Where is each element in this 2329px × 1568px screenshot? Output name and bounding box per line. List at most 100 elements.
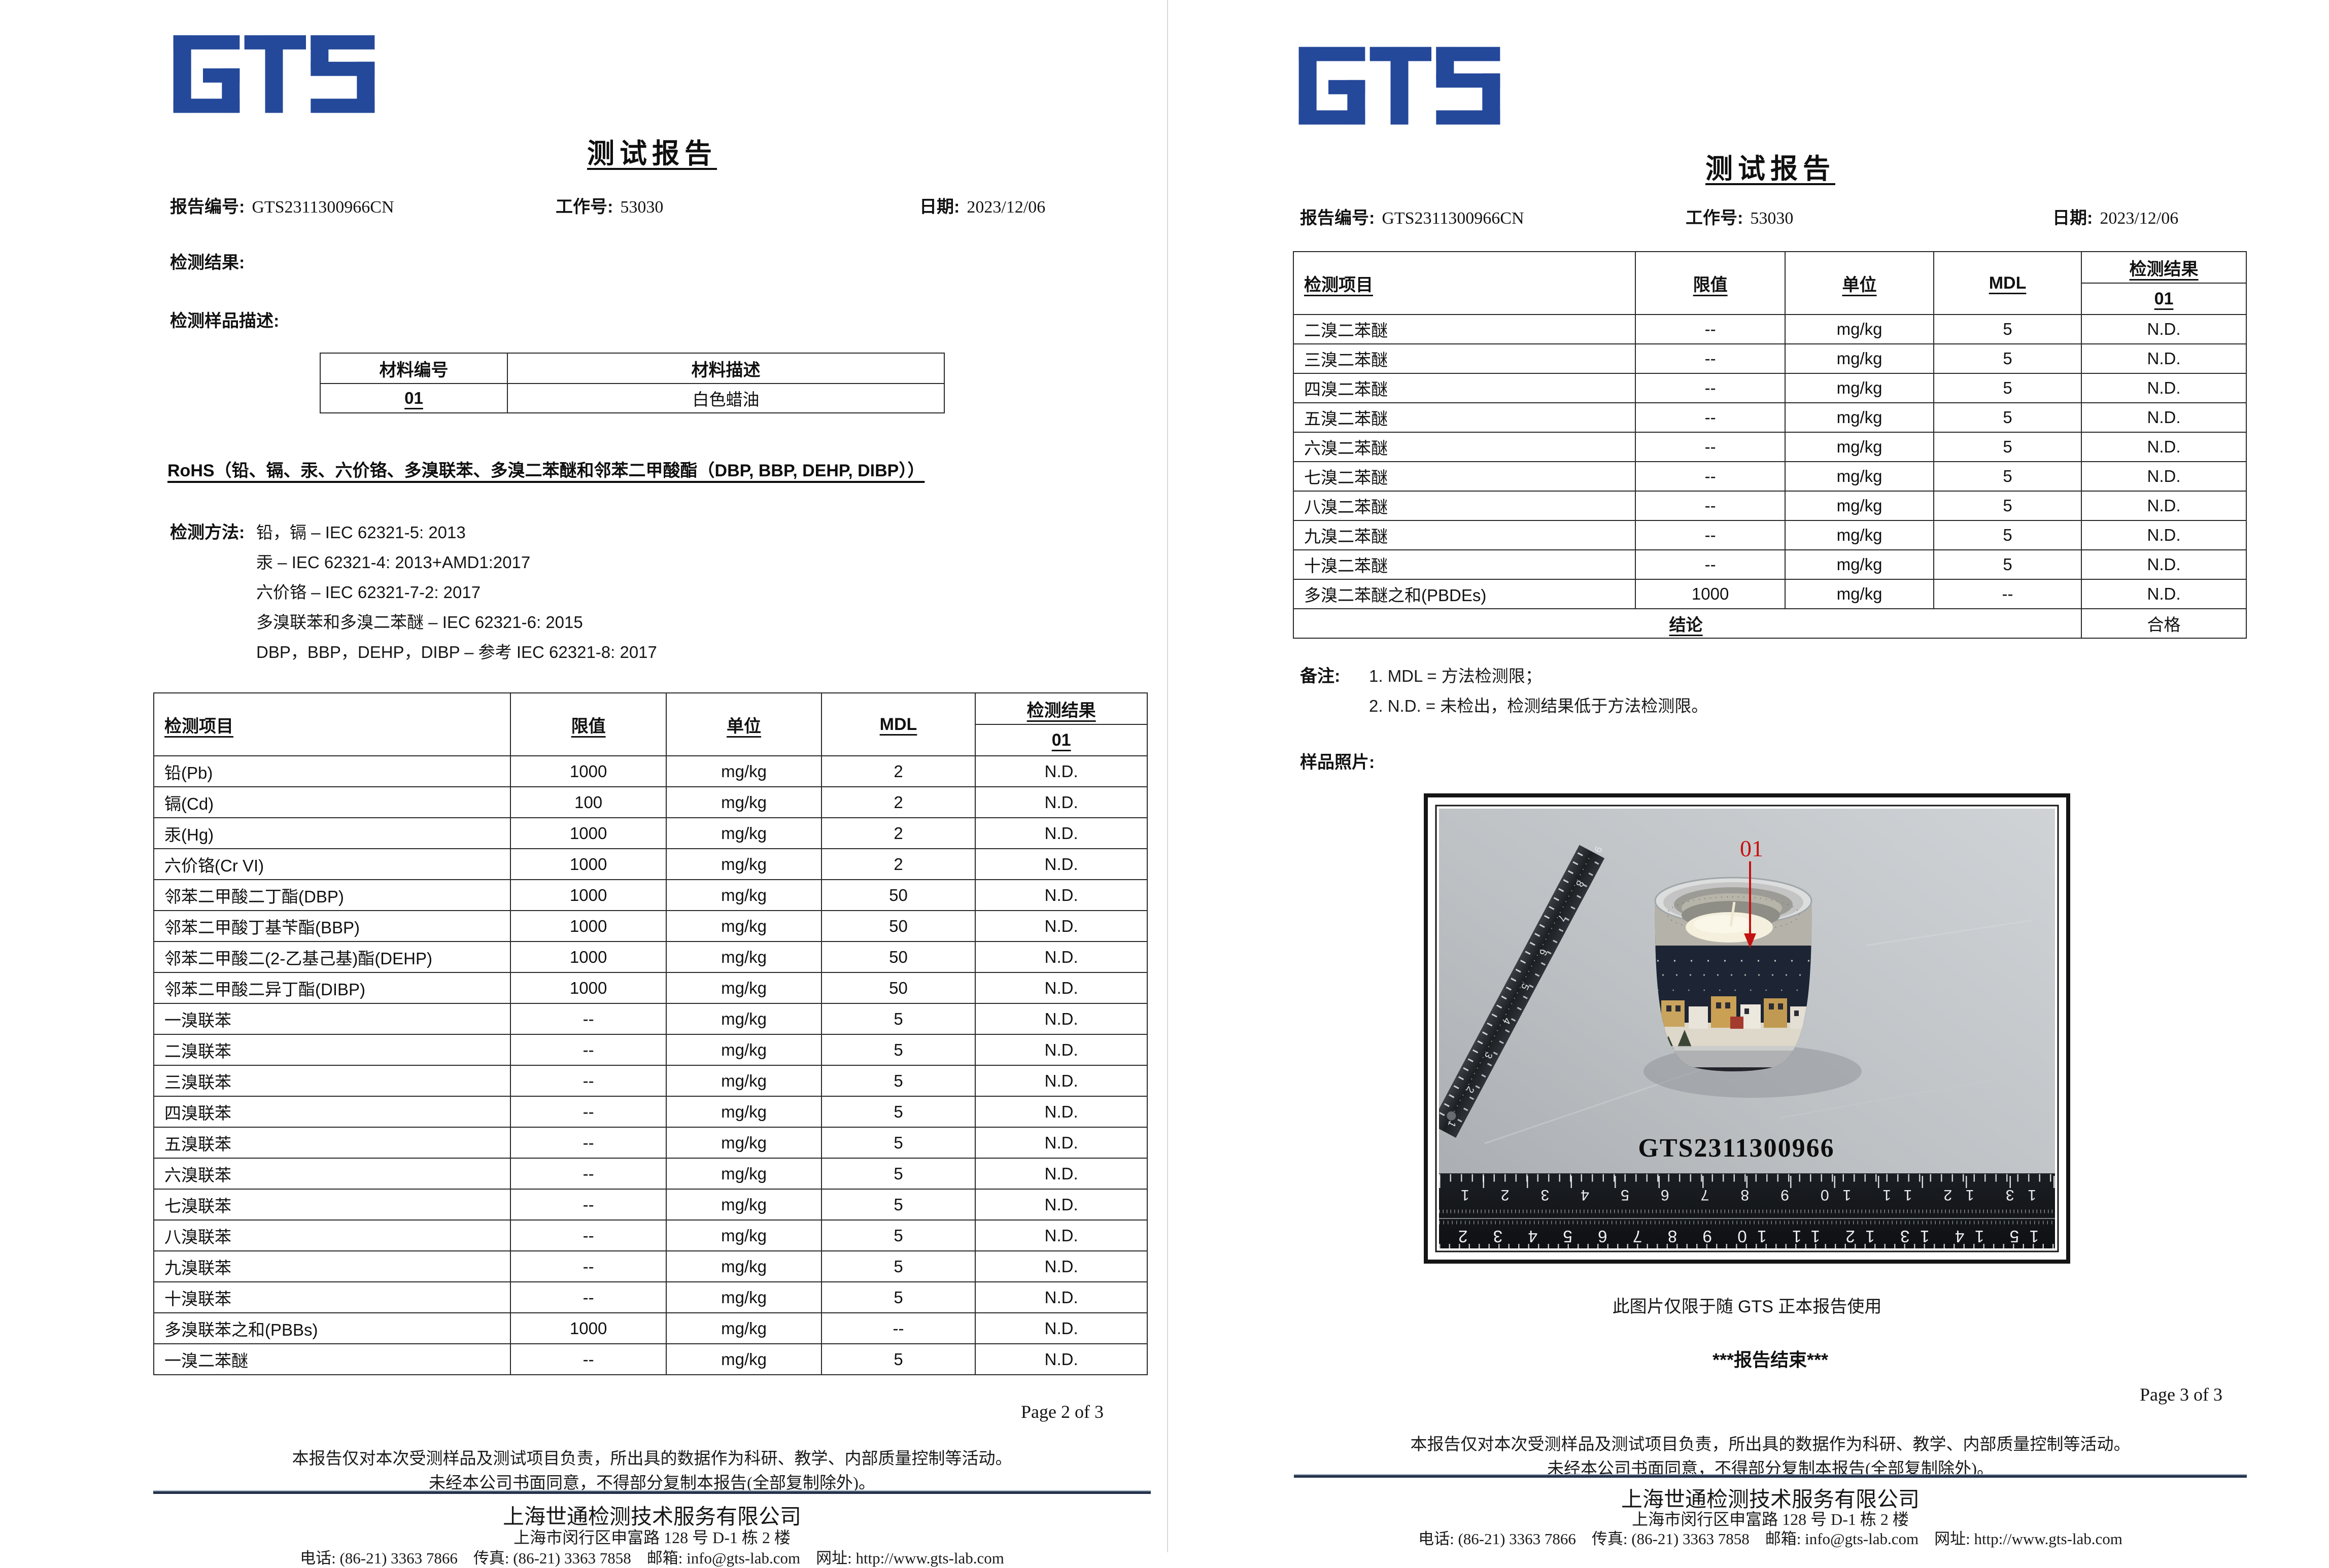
photo-marker-label: 01 [1740, 835, 1763, 861]
date-value: 2023/12/06 [2100, 209, 2179, 228]
material-table: 材料编号 材料描述 01 白色蜡油 [320, 353, 945, 413]
report-end-line: ***报告结束*** [1712, 1349, 1829, 1370]
table-row: 八溴联苯 -- mg/kg 5 N.D. [153, 1219, 1148, 1251]
col-result: 检测结果 [2081, 251, 2247, 284]
conclusion-row: 结论 合格 [1292, 608, 2247, 639]
company-contact: 电话: (86-21) 3363 7866 传真: (86-21) 3363 7… [300, 1549, 1004, 1567]
rohs-heading: RoHS（铅、镉、汞、六价铬、多溴联苯、多溴二苯醚和邻苯二甲酸酯（DBP, BB… [167, 461, 925, 480]
job-no-group: 工作号: 53030 [1686, 204, 1793, 229]
table-row: 七溴联苯 -- mg/kg 5 N.D. [153, 1189, 1148, 1221]
col-limit: 限值 [1635, 251, 1786, 315]
table-row: 四溴二苯醚 -- mg/kg 5 N.D. [1292, 373, 2247, 403]
footer-disclaimer-2: 未经本公司书面同意，不得部分复制本报告(全部复制除外)。 [429, 1474, 875, 1492]
page-seam [1167, 0, 1168, 1552]
col-result-01: 01 [975, 724, 1148, 756]
job-no-group: 工作号: 53030 [556, 193, 663, 218]
job-no-value: 53030 [1750, 209, 1794, 228]
table-row: 九溴二苯醚 -- mg/kg 5 N.D. [1292, 520, 2247, 550]
table-row: 三溴联苯 -- mg/kg 5 N.D. [153, 1065, 1148, 1097]
footer-disclaimer-1: 本报告仅对本次受测样品及测试项目负责，所出具的数据作为科研、教学、内部质量控制等… [1410, 1436, 2131, 1454]
company-name: 上海世通检测技术服务有限公司 [1621, 1488, 1920, 1512]
table-row: 九溴联苯 -- mg/kg 5 N.D. [153, 1250, 1148, 1282]
report-no-label: 报告编号: [170, 197, 245, 217]
table-row: 邻苯二甲酸二异丁酯(DIBP) 1000 mg/kg 50 N.D. [153, 972, 1148, 1004]
date-group: 日期: 2023/12/06 [2052, 204, 2178, 229]
results-header-row: 检测项目 限值 单位 MDL 检测结果 [153, 692, 1148, 756]
job-no-label: 工作号: [1686, 208, 1743, 228]
note-line: 1. MDL = 方法检测限； [1369, 667, 1542, 685]
material-table-row: 01 白色蜡油 [320, 383, 945, 413]
conclusion-value: 合格 [2081, 608, 2247, 639]
table-row: 汞(Hg) 1000 mg/kg 2 N.D. [153, 817, 1148, 849]
footer-disclaimer-1: 本报告仅对本次受测样品及测试项目负责，所出具的数据作为科研、教学、内部质量控制等… [292, 1450, 1012, 1468]
table-row: 七溴二苯醚 -- mg/kg 5 N.D. [1292, 461, 2247, 492]
col-mdl: MDL [820, 692, 976, 756]
date-label: 日期: [919, 197, 960, 217]
table-row: 邻苯二甲酸丁基苄酯(BBP) 1000 mg/kg 50 N.D. [153, 910, 1148, 942]
col-unit: 单位 [1785, 251, 1934, 315]
company-name: 上海世通检测技术服务有限公司 [502, 1506, 801, 1529]
table-row: 二溴联苯 -- mg/kg 5 N.D. [153, 1034, 1148, 1066]
table-row: 二溴二苯醚 -- mg/kg 5 N.D. [1292, 314, 2247, 344]
notes-label: 备注: [1300, 667, 1341, 686]
report-no-label: 报告编号: [1300, 208, 1375, 228]
results-body-page3: 二溴二苯醚 -- mg/kg 5 N.D. 三溴二苯醚 -- mg/kg 5 N.D. 四溴二苯醚 -… [1292, 314, 2247, 609]
gts-logo [173, 35, 375, 113]
method-line: 多溴联苯和多溴二苯醚 – IEC 62321-6: 2015 [256, 613, 583, 632]
conclusion-label: 结论 [1292, 608, 2082, 639]
method-line: 六价铬 – IEC 62321-7-2: 2017 [256, 583, 481, 602]
page-3: 测试报告 报告编号: GTS2311300966CN 工作号: 53030 日期: 2… [1167, 0, 2329, 1552]
table-row: 多溴二苯醚之和(PBDEs) 1000 mg/kg -- N.D. [1292, 579, 2247, 609]
table-row: 邻苯二甲酸二(2-乙基己基)酯(DEHP) 1000 mg/kg 50 N.D. [153, 941, 1148, 973]
sample-photo: 9 8 7 6 5 4 3 2 1 [1424, 793, 2070, 1264]
table-row: 十溴联苯 -- mg/kg 5 N.D. [153, 1281, 1148, 1313]
page-2: 测试报告 报告编号: GTS2311300966CN 工作号: 53030 日期: 2… [0, 0, 1167, 1567]
material-desc-value: 白色蜡油 [507, 383, 945, 413]
photo-sample-id: GTS2311300966 [1638, 1134, 1834, 1163]
col-result: 检测结果 [975, 692, 1148, 725]
table-row: 邻苯二甲酸二丁酯(DBP) 1000 mg/kg 50 N.D. [153, 879, 1148, 911]
col-item: 检测项目 [153, 692, 511, 756]
material-no-value: 01 [320, 383, 508, 413]
page-title: 测试报告 [1705, 154, 1835, 184]
col-mdl: MDL [1933, 251, 2082, 315]
method-line: 汞 – IEC 62321-4: 2013+AMD1:2017 [256, 553, 531, 572]
company-contact: 电话: (86-21) 3363 7866 传真: (86-21) 3363 7… [1418, 1530, 2122, 1548]
col-item: 检测项目 [1292, 251, 1636, 315]
col-result-01: 01 [2081, 283, 2247, 315]
col-unit: 单位 [666, 692, 822, 756]
results-subheader-row: 01 [154, 724, 1148, 756]
date-group: 日期: 2023/12/06 [919, 193, 1045, 218]
table-row: 六价铬(Cr VI) 1000 mg/kg 2 N.D. [153, 848, 1148, 880]
table-row: 六溴二苯醚 -- mg/kg 5 N.D. [1292, 432, 2247, 462]
ruler-bottom-numbers: 15 14 13 12 11 10 9 8 7 6 5 4 3 2 [1455, 1227, 2039, 1246]
table-row: 五溴联苯 -- mg/kg 5 N.D. [153, 1127, 1148, 1159]
date-value: 2023/12/06 [967, 198, 1046, 217]
company-address: 上海市闵行区申富路 128 号 D-1 栋 2 楼 [513, 1528, 791, 1547]
table-row: 一溴二苯醚 -- mg/kg 5 N.D. [153, 1343, 1148, 1375]
table-row: 镉(Cd) 100 mg/kg 2 N.D. [153, 786, 1148, 818]
page-number: Page 3 of 3 [2140, 1384, 2222, 1405]
material-no-header: 材料编号 [320, 353, 508, 384]
report-no-value: GTS2311300966CN [1382, 209, 1524, 228]
result-section-label: 检测结果: [170, 253, 245, 272]
methods-label: 检测方法: [170, 523, 245, 542]
sample-photo-label: 样品照片: [1300, 753, 1375, 772]
table-row: 五溴二苯醚 -- mg/kg 5 N.D. [1292, 402, 2247, 433]
report-no-value: GTS2311300966CN [252, 198, 394, 217]
page-number: Page 2 of 3 [1021, 1402, 1104, 1422]
photo-caption: 此图片仅限于随 GTS 正本报告使用 [1612, 1297, 1882, 1316]
results-table-page3: 检测项目 限值 单位 MDL 检测结果 01 二溴二苯醚 -- mg/kg 5 N.D.… [1292, 251, 2247, 639]
table-row: 铅(Pb) 1000 mg/kg 2 N.D. [153, 755, 1148, 787]
table-row: 八溴二苯醚 -- mg/kg 5 N.D. [1292, 491, 2247, 521]
table-row: 多溴联苯之和(PBBs) 1000 mg/kg -- N.D. [153, 1312, 1148, 1344]
sample-desc-label: 检测样品描述: [170, 311, 280, 331]
photo-frame-inner [1435, 805, 2059, 1252]
note-line: 2. N.D. = 未检出，检测结果低于方法检测限。 [1369, 696, 1708, 715]
results-table-page2: 检测项目 限值 单位 MDL 检测结果 01 铅(Pb) 1000 mg/kg 2 N.… [153, 692, 1148, 1375]
table-row: 三溴二苯醚 -- mg/kg 5 N.D. [1292, 343, 2247, 374]
material-table-header: 材料编号 材料描述 [320, 353, 945, 384]
col-limit: 限值 [509, 692, 667, 756]
job-no-value: 53030 [620, 198, 664, 217]
